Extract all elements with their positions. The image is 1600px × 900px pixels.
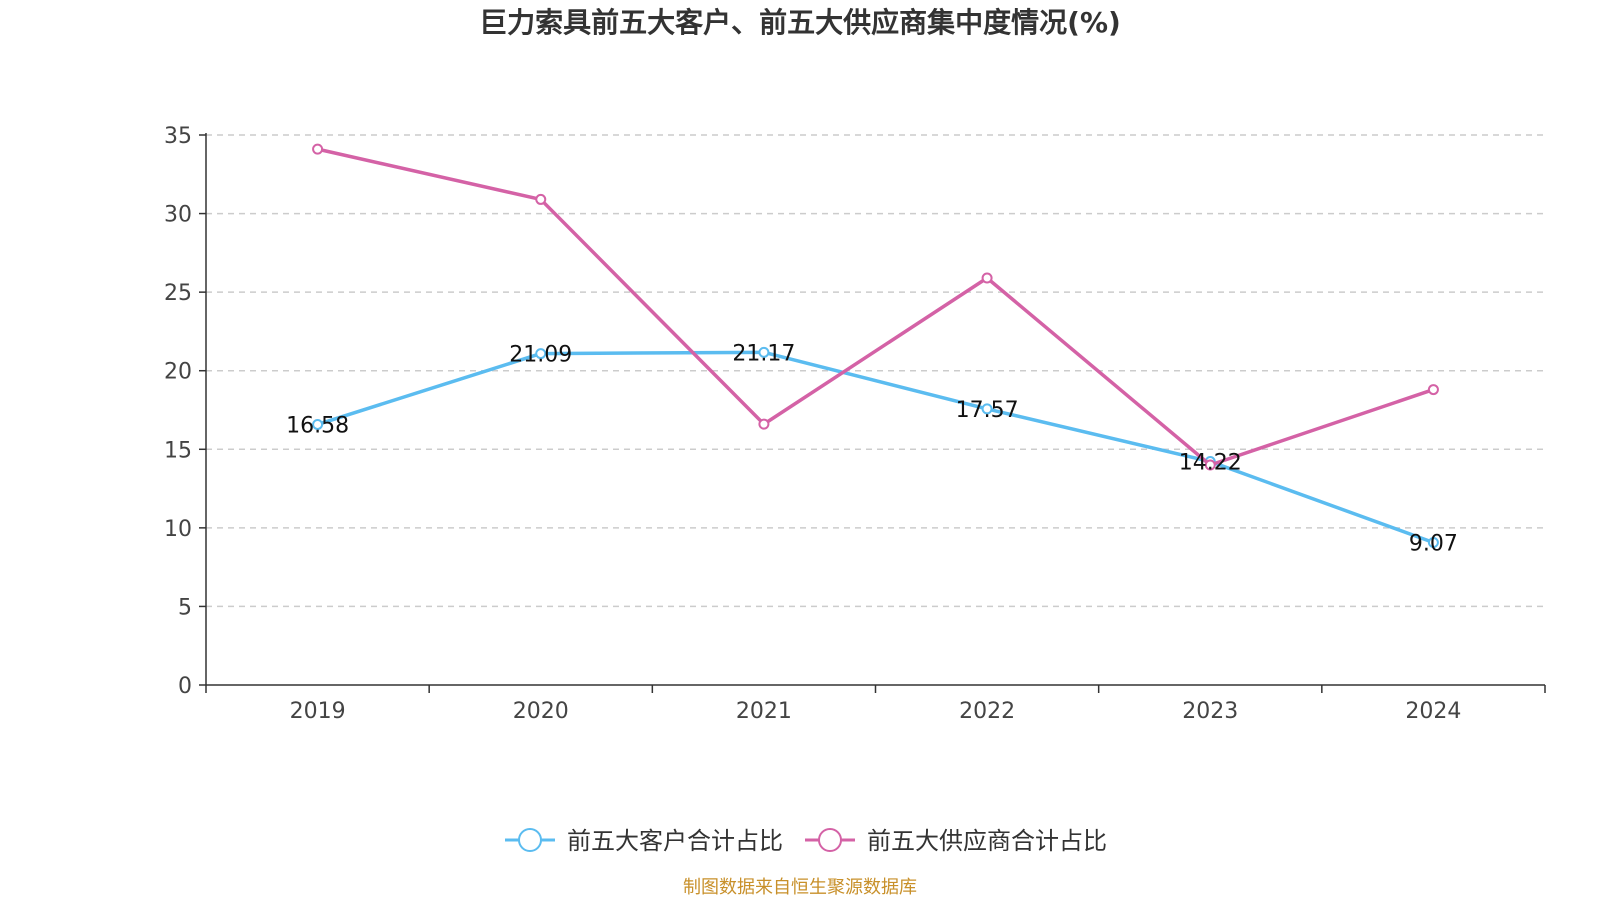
series-line-0 [317, 350, 1435, 545]
data-labels: 16.58 21.09 21.17 17.57 14.22 9.07 [286, 341, 1458, 556]
legend[interactable]: 前五大客户合计占比 前五大供应商合计占比 [505, 827, 1107, 855]
legend-marker-icon [518, 828, 542, 852]
x-tick-label: 2024 [1405, 699, 1461, 724]
legend-label: 前五大供应商合计占比 [867, 827, 1107, 855]
y-tick-label: 25 [164, 281, 192, 306]
data-label: 21.17 [732, 341, 795, 366]
x-tick-label: 2021 [736, 699, 792, 724]
y-tick-label: 35 [164, 124, 192, 149]
source-note: 制图数据来自恒生聚源数据库 [683, 877, 917, 898]
data-label: 14.22 [1179, 451, 1242, 476]
data-label: 17.57 [956, 398, 1019, 423]
data-point[interactable] [981, 403, 993, 415]
data-point[interactable] [1427, 536, 1439, 548]
data-label: 9.07 [1409, 531, 1458, 556]
series-line-1 [317, 147, 1434, 467]
legend-item-0[interactable]: 前五大客户合计占比 [505, 827, 783, 855]
data-point[interactable] [312, 143, 324, 155]
y-tick-label: 10 [164, 517, 192, 542]
series-0 [312, 346, 1439, 548]
data-point[interactable] [1427, 384, 1439, 396]
y-tick-label: 15 [164, 438, 192, 463]
y-tick-label: 5 [178, 595, 192, 620]
data-label: 21.09 [509, 343, 572, 368]
data-point[interactable] [1204, 459, 1216, 471]
grid-lines [206, 134, 1545, 608]
series-layer [312, 143, 1439, 548]
axes: 0 5 10 15 20 25 30 35 2019 2020 2021 2022 2023 2024 [164, 124, 1546, 724]
data-point[interactable] [758, 346, 770, 358]
x-tick-label: 2020 [513, 699, 569, 724]
data-point[interactable] [758, 418, 770, 430]
series-1 [312, 143, 1439, 471]
data-point[interactable] [535, 193, 547, 205]
legend-label: 前五大客户合计占比 [567, 827, 783, 855]
data-point[interactable] [312, 418, 324, 430]
chart-title: 巨力索具前五大客户、前五大供应商集中度情况(%) [479, 6, 1121, 39]
x-tick-label: 2022 [959, 699, 1015, 724]
legend-marker-icon [818, 828, 842, 852]
x-tick-label: 2019 [290, 699, 346, 724]
y-tick-label: 20 [164, 360, 192, 385]
y-tick-label: 0 [178, 674, 192, 699]
data-point[interactable] [981, 272, 993, 284]
data-point[interactable] [535, 348, 547, 360]
y-tick-label: 30 [164, 203, 192, 228]
data-label: 16.58 [286, 413, 349, 438]
legend-item-1[interactable]: 前五大供应商合计占比 [805, 827, 1107, 855]
x-tick-label: 2023 [1182, 699, 1238, 724]
